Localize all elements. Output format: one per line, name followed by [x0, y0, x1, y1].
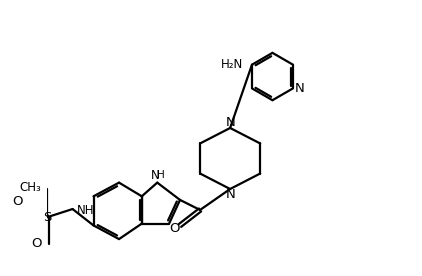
Text: N: N	[225, 188, 235, 201]
Text: S: S	[43, 211, 51, 224]
Text: O: O	[31, 237, 42, 250]
Text: H₂N: H₂N	[221, 58, 243, 71]
Text: N: N	[151, 169, 160, 182]
Text: N: N	[225, 116, 235, 129]
Text: N: N	[295, 82, 304, 95]
Text: CH₃: CH₃	[19, 181, 41, 194]
Text: O: O	[12, 195, 22, 208]
Text: NH: NH	[77, 204, 95, 217]
Text: H: H	[157, 170, 165, 180]
Text: O: O	[169, 222, 180, 235]
